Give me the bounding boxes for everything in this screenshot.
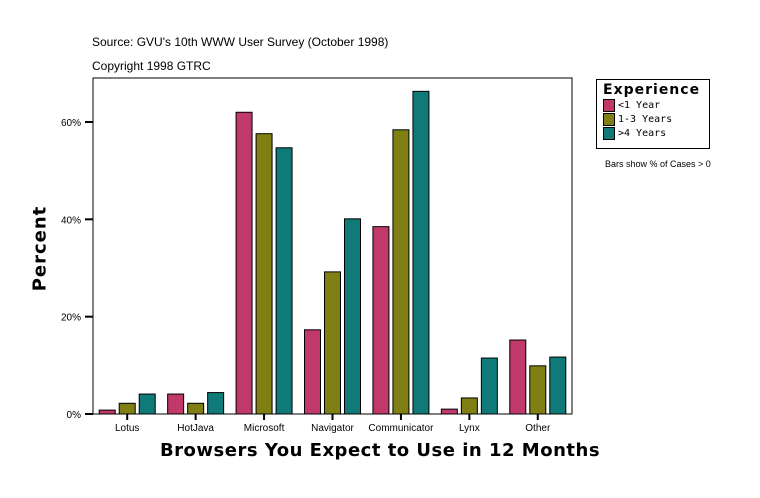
bar-communicator-2 <box>412 90 430 415</box>
legend-label: >4 Years <box>618 127 667 139</box>
legend-swatch <box>603 98 615 112</box>
y-tick-label: 40% <box>61 215 81 226</box>
bar-lotus-0 <box>98 409 116 415</box>
legend-swatch <box>603 112 615 126</box>
legend-item: 1-3 Years <box>603 112 709 126</box>
copyright-text: Copyright 1998 GTRC <box>92 59 211 73</box>
bar-lynx-0 <box>440 408 458 415</box>
bar-navigator-0 <box>304 329 321 415</box>
bar-microsoft-1 <box>255 133 273 415</box>
bar-lynx-2 <box>480 357 498 415</box>
y-axis-title: Percent <box>29 205 51 292</box>
cases-note: Bars show % of Cases > 0 <box>605 159 711 169</box>
bar-lynx-1 <box>460 397 478 415</box>
bar-microsoft-0 <box>235 111 253 415</box>
x-tick-label: Navigator <box>311 423 354 434</box>
bar-other-0 <box>509 339 527 415</box>
bar-lotus-2 <box>138 393 156 415</box>
x-axis-title: Browsers You Expect to Use in 12 Months <box>159 440 601 461</box>
bar-hotjava-2 <box>207 392 225 415</box>
legend: Experience <1 Year 1-3 Years >4 Years <box>596 79 710 149</box>
bar-communicator-0 <box>372 226 390 415</box>
legend-item: >4 Years <box>603 126 709 140</box>
source-text: Source: GVU's 10th WWW User Survey (Octo… <box>92 35 389 49</box>
bar-navigator-1 <box>324 271 341 415</box>
bar-hotjava-1 <box>187 402 205 415</box>
bar-lotus-1 <box>118 402 136 415</box>
x-tick-label: Lotus <box>115 423 139 434</box>
x-tick-label: Microsoft <box>244 423 285 434</box>
legend-label: 1-3 Years <box>618 113 673 125</box>
bar-hotjava-0 <box>167 393 185 415</box>
bar-navigator-2 <box>344 218 361 415</box>
x-tick-label: HotJava <box>177 423 214 434</box>
legend-label: <1 Year <box>618 99 661 111</box>
bar-other-1 <box>529 365 547 415</box>
legend-item: <1 Year <box>603 98 709 112</box>
bar-other-2 <box>549 356 567 415</box>
bar-communicator-1 <box>392 129 410 415</box>
x-tick-label: Communicator <box>368 423 434 434</box>
bar-microsoft-2 <box>275 147 293 415</box>
x-tick-label: Other <box>525 423 551 434</box>
x-tick-label: Lynx <box>459 423 480 434</box>
y-tick-label: 20% <box>61 313 81 324</box>
y-tick-label: 0% <box>67 410 82 421</box>
y-tick-label: 60% <box>61 118 81 129</box>
legend-swatch <box>603 126 615 140</box>
legend-title: Experience <box>603 82 701 98</box>
